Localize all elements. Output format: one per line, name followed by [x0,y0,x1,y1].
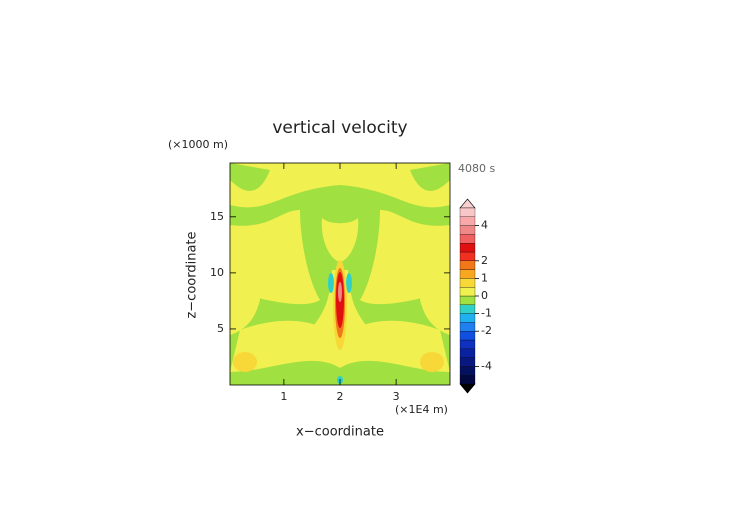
colorbar-bin [459,269,476,279]
contour-fill [346,273,352,293]
colorbar-label: 1 [481,271,488,284]
contour-fill [420,245,450,335]
colorbar-bin [459,295,476,305]
x-unit: (×1E4 m) [395,403,448,416]
y-tick-label: 10 [210,266,224,279]
colorbar-label: 2 [481,254,488,267]
chart-title: vertical velocity [272,118,407,138]
colorbar-bin [459,251,476,261]
time-label: 4080 s [458,162,495,175]
colorbar-bin [459,216,476,226]
contour-fill [328,273,334,293]
contour-fill [420,352,444,372]
colorbar-bin [459,322,476,332]
y-tick-label: 15 [210,210,224,223]
colorbar-bin [459,375,476,385]
colorbar-label: -1 [481,307,492,320]
y-axis-label: z−coordinate [185,231,200,318]
colorbar-bin [459,225,476,235]
x-tick-label: 1 [280,390,287,403]
colorbar-bin [459,366,476,376]
colorbar-bin [459,357,476,367]
colorbar-bin [459,339,476,349]
contour-fill [233,352,257,372]
colorbar-bin [459,287,476,297]
colorbar-label: 0 [481,289,488,302]
colorbar-bin [459,234,476,244]
contour-field [230,163,450,385]
contour-fill [410,163,450,191]
x-axis-label: x−coordinate [296,425,384,440]
y-unit: (×1000 m) [168,138,228,151]
x-tick-label: 3 [393,390,400,403]
colorbar-bin [459,304,476,314]
colorbar-bin [459,260,476,270]
colorbar-bin [459,243,476,253]
colorbar-overflow [459,198,476,209]
contour-fill [230,245,260,335]
colorbar-underflow [459,383,476,394]
colorbar-bin [459,207,476,217]
contour-fill [230,163,270,191]
contour-fill [338,282,342,302]
colorbar-bin [459,348,476,358]
colorbar-label: 4 [481,219,488,232]
colorbar-label: -2 [481,324,492,337]
y-tick-label: 5 [217,322,224,335]
contour-fill [321,218,359,262]
colorbar-bin [459,313,476,323]
colorbar-label: -4 [481,359,492,372]
colorbar-bin [459,331,476,341]
x-tick-label: 2 [337,390,344,403]
colorbar-bin [459,278,476,288]
